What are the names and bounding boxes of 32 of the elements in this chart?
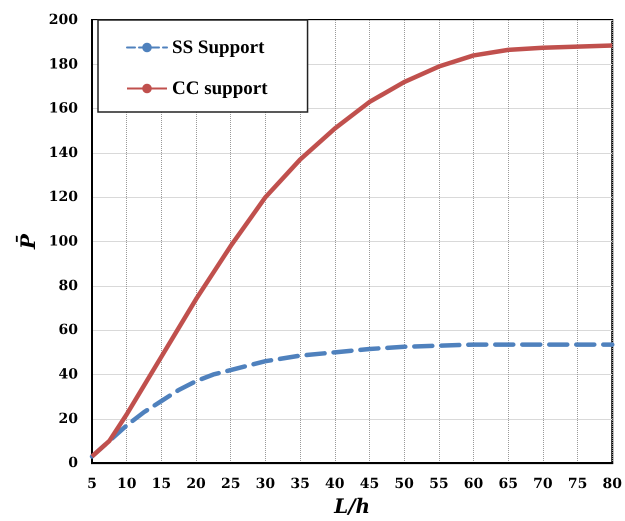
- x-tick-label: 60: [464, 476, 484, 492]
- y-tick-label: 80: [58, 278, 78, 294]
- y-tick-label: 40: [58, 366, 78, 382]
- x-tick-label: 45: [360, 476, 380, 492]
- y-tick-label: 0: [68, 455, 78, 472]
- x-tick-label: 70: [533, 476, 553, 492]
- y-tick-label: 100: [48, 234, 78, 250]
- x-tick-label: 20: [186, 476, 206, 492]
- x-tick-label: 55: [429, 476, 449, 492]
- y-tick-label: 160: [48, 100, 78, 117]
- line-series: [90, 342, 615, 459]
- x-tick-label: 50: [394, 476, 414, 492]
- legend-label: CC support: [172, 78, 268, 99]
- x-tick-label: 25: [220, 476, 240, 492]
- x-tick-label: 80: [602, 476, 622, 492]
- x-tick-label: 75: [568, 476, 588, 492]
- y-tick-label: 60: [58, 322, 78, 338]
- y-tick-label: 200: [48, 12, 78, 28]
- x-axis-title: L/h: [333, 494, 370, 518]
- y-tick-label: 120: [48, 189, 78, 206]
- x-tick-label: 40: [325, 476, 345, 492]
- y-tick-label: 20: [58, 410, 78, 427]
- y-tick-label: 180: [48, 56, 78, 72]
- legend-label: SS Support: [172, 37, 266, 58]
- y-axis-title: P̄: [15, 233, 40, 250]
- x-tick-label: 10: [116, 476, 137, 492]
- x-tick-label: 5: [87, 476, 97, 492]
- y-tick-label: 140: [48, 144, 78, 161]
- x-tick-label: 15: [152, 476, 172, 492]
- x-tick-label: 30: [256, 476, 276, 492]
- x-tick-label: 35: [290, 476, 310, 492]
- x-tick-label: 65: [498, 476, 518, 492]
